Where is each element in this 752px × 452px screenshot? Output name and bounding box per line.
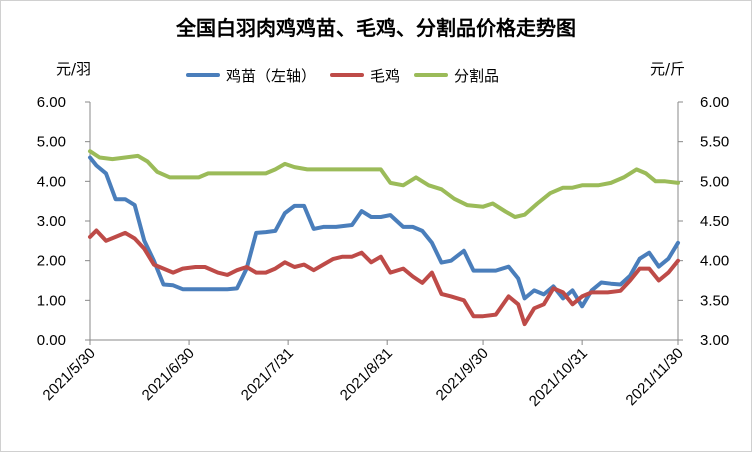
x-tick-label: 2021/6/30 xyxy=(139,345,198,404)
y-right-tick-label: 3.00 xyxy=(700,332,729,349)
x-tick-label: 2021/7/31 xyxy=(238,345,297,404)
chart-title: 全国白羽肉鸡鸡苗、毛鸡、分割品价格走势图 xyxy=(176,16,576,40)
left-axis-unit: 元/羽 xyxy=(56,60,92,78)
y-right-tick-label: 6.00 xyxy=(700,94,729,111)
legend-swatch-broiler xyxy=(330,73,365,77)
x-tick-label: 2021/10/31 xyxy=(526,345,591,410)
y-left-tick-label: 4.00 xyxy=(37,173,66,190)
series-line-1 xyxy=(88,228,680,327)
legend-swatch-cuts xyxy=(414,73,449,77)
y-right-tick-label: 4.00 xyxy=(700,253,729,270)
y-right-tick-label: 4.50 xyxy=(700,213,729,230)
y-left-tick-label: 5.00 xyxy=(37,134,66,151)
x-tick-label: 2021/11/30 xyxy=(623,345,687,409)
legend-item-chick: 鸡苗（左轴） xyxy=(186,65,316,86)
legend-swatch-chick xyxy=(186,73,220,77)
y-right-tick-label: 3.50 xyxy=(700,292,729,309)
x-tick-label: 2021/8/31 xyxy=(337,345,396,404)
y-right-tick-label: 5.50 xyxy=(700,134,729,151)
legend-item-broiler: 毛鸡 xyxy=(330,65,400,86)
legend-label-cuts: 分割品 xyxy=(454,66,500,85)
y-left-tick-label: 6.00 xyxy=(37,94,66,111)
x-tick-label: 2021/9/30 xyxy=(433,345,492,404)
y-left-tick-label: 2.00 xyxy=(37,253,66,270)
x-tick-label: 2021/5/30 xyxy=(40,345,99,404)
legend-item-cuts: 分割品 xyxy=(414,65,499,86)
right-axis-unit: 元/斤 xyxy=(650,60,686,78)
y-right-tick-label: 5.00 xyxy=(700,173,729,190)
legend-label-broiler: 毛鸡 xyxy=(370,66,401,85)
series-line-0 xyxy=(88,155,680,309)
y-left-tick-label: 1.00 xyxy=(37,292,66,309)
y-left-tick-label: 3.00 xyxy=(37,213,66,230)
legend-label-chick: 鸡苗（左轴） xyxy=(226,66,317,85)
y-left-tick-label: 0.00 xyxy=(37,332,66,349)
legend: 鸡苗（左轴） 毛鸡 分割品 xyxy=(186,64,513,86)
series-line-2 xyxy=(88,149,680,219)
